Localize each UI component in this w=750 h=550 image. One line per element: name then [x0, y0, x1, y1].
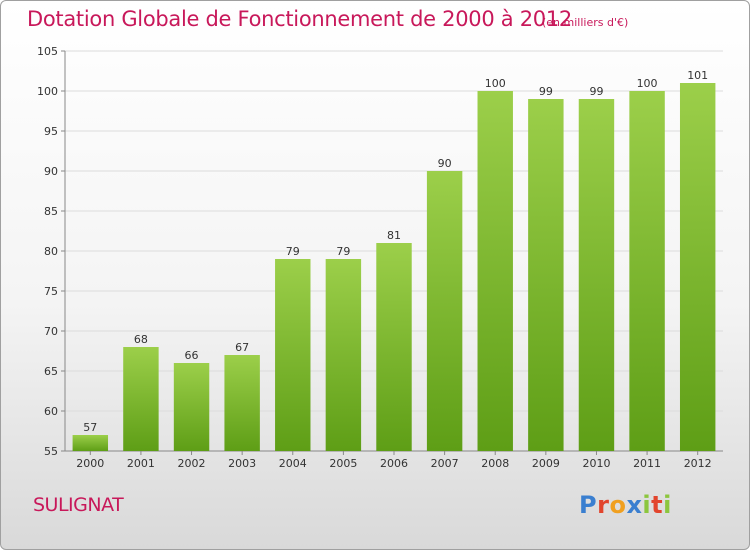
- commune-name: SULIGNAT: [33, 494, 124, 516]
- value-label: 101: [687, 69, 708, 82]
- x-tick-label: 2004: [279, 457, 307, 470]
- chart-title: Dotation Globale de Fonctionnement de 20…: [27, 7, 572, 31]
- value-label: 99: [589, 85, 603, 98]
- logo-letter: r: [597, 491, 610, 519]
- chart-subtitle: (en milliers d'€): [542, 16, 629, 29]
- logo-letter: P: [579, 491, 598, 519]
- bar-2005: [325, 259, 362, 451]
- bar-2008: [477, 91, 513, 451]
- y-tick-label: 60: [44, 405, 58, 418]
- x-tick-label: 2002: [178, 457, 206, 470]
- bar-2003: [224, 355, 260, 451]
- y-tick-label: 70: [44, 325, 58, 338]
- bar-2006: [376, 243, 412, 451]
- value-label: 68: [134, 333, 148, 346]
- proxiti-logo[interactable]: Proxiti: [579, 491, 672, 519]
- value-label: 79: [336, 245, 350, 258]
- x-tick-label: 2001: [127, 457, 155, 470]
- bar-2011: [629, 91, 665, 451]
- logo-letter: t: [651, 491, 664, 519]
- y-tick-label: 90: [44, 165, 58, 178]
- x-tick-label: 2006: [380, 457, 408, 470]
- bars: [72, 83, 716, 451]
- x-tick-label: 2010: [582, 457, 610, 470]
- y-tick-label: 80: [44, 245, 58, 258]
- value-label: 100: [637, 77, 658, 90]
- logo-letter: i: [642, 491, 652, 519]
- logo-letter: o: [609, 491, 627, 519]
- bar-2007: [426, 171, 463, 451]
- x-tick-label: 2008: [481, 457, 509, 470]
- value-label: 100: [485, 77, 506, 90]
- y-tick-label: 95: [44, 125, 58, 138]
- x-tick-label: 2012: [684, 457, 712, 470]
- value-labels: 57 68 66 67 79 79 81 90 100 99 99 100 101: [83, 69, 708, 434]
- value-label: 81: [387, 229, 401, 242]
- x-tick-label: 2000: [76, 457, 104, 470]
- bar-2004: [275, 259, 311, 451]
- value-label: 90: [438, 157, 452, 170]
- y-tick-label: 55: [44, 445, 58, 458]
- bar-2010: [578, 99, 615, 451]
- x-tick-label: 2005: [329, 457, 357, 470]
- bar-2000: [72, 435, 109, 451]
- y-tick-label: 105: [37, 45, 58, 58]
- bar-2009: [528, 99, 564, 451]
- x-tick-label: 2003: [228, 457, 256, 470]
- x-tick-label: 2011: [633, 457, 661, 470]
- logo-letter: x: [626, 491, 643, 519]
- value-label: 57: [83, 421, 97, 434]
- value-label: 66: [185, 349, 199, 362]
- logo-letter: i: [663, 491, 672, 519]
- y-tick-label: 85: [44, 205, 58, 218]
- y-tick-label: 75: [44, 285, 58, 298]
- y-tick-label: 100: [37, 85, 58, 98]
- value-label: 67: [235, 341, 249, 354]
- x-tick-label: 2009: [532, 457, 560, 470]
- value-label: 79: [286, 245, 300, 258]
- bar-2002: [173, 363, 210, 451]
- bar-2012: [679, 83, 716, 451]
- bar-2001: [123, 347, 159, 451]
- y-tick-label: 65: [44, 365, 58, 378]
- value-label: 99: [539, 85, 553, 98]
- x-tick-label: 2007: [431, 457, 459, 470]
